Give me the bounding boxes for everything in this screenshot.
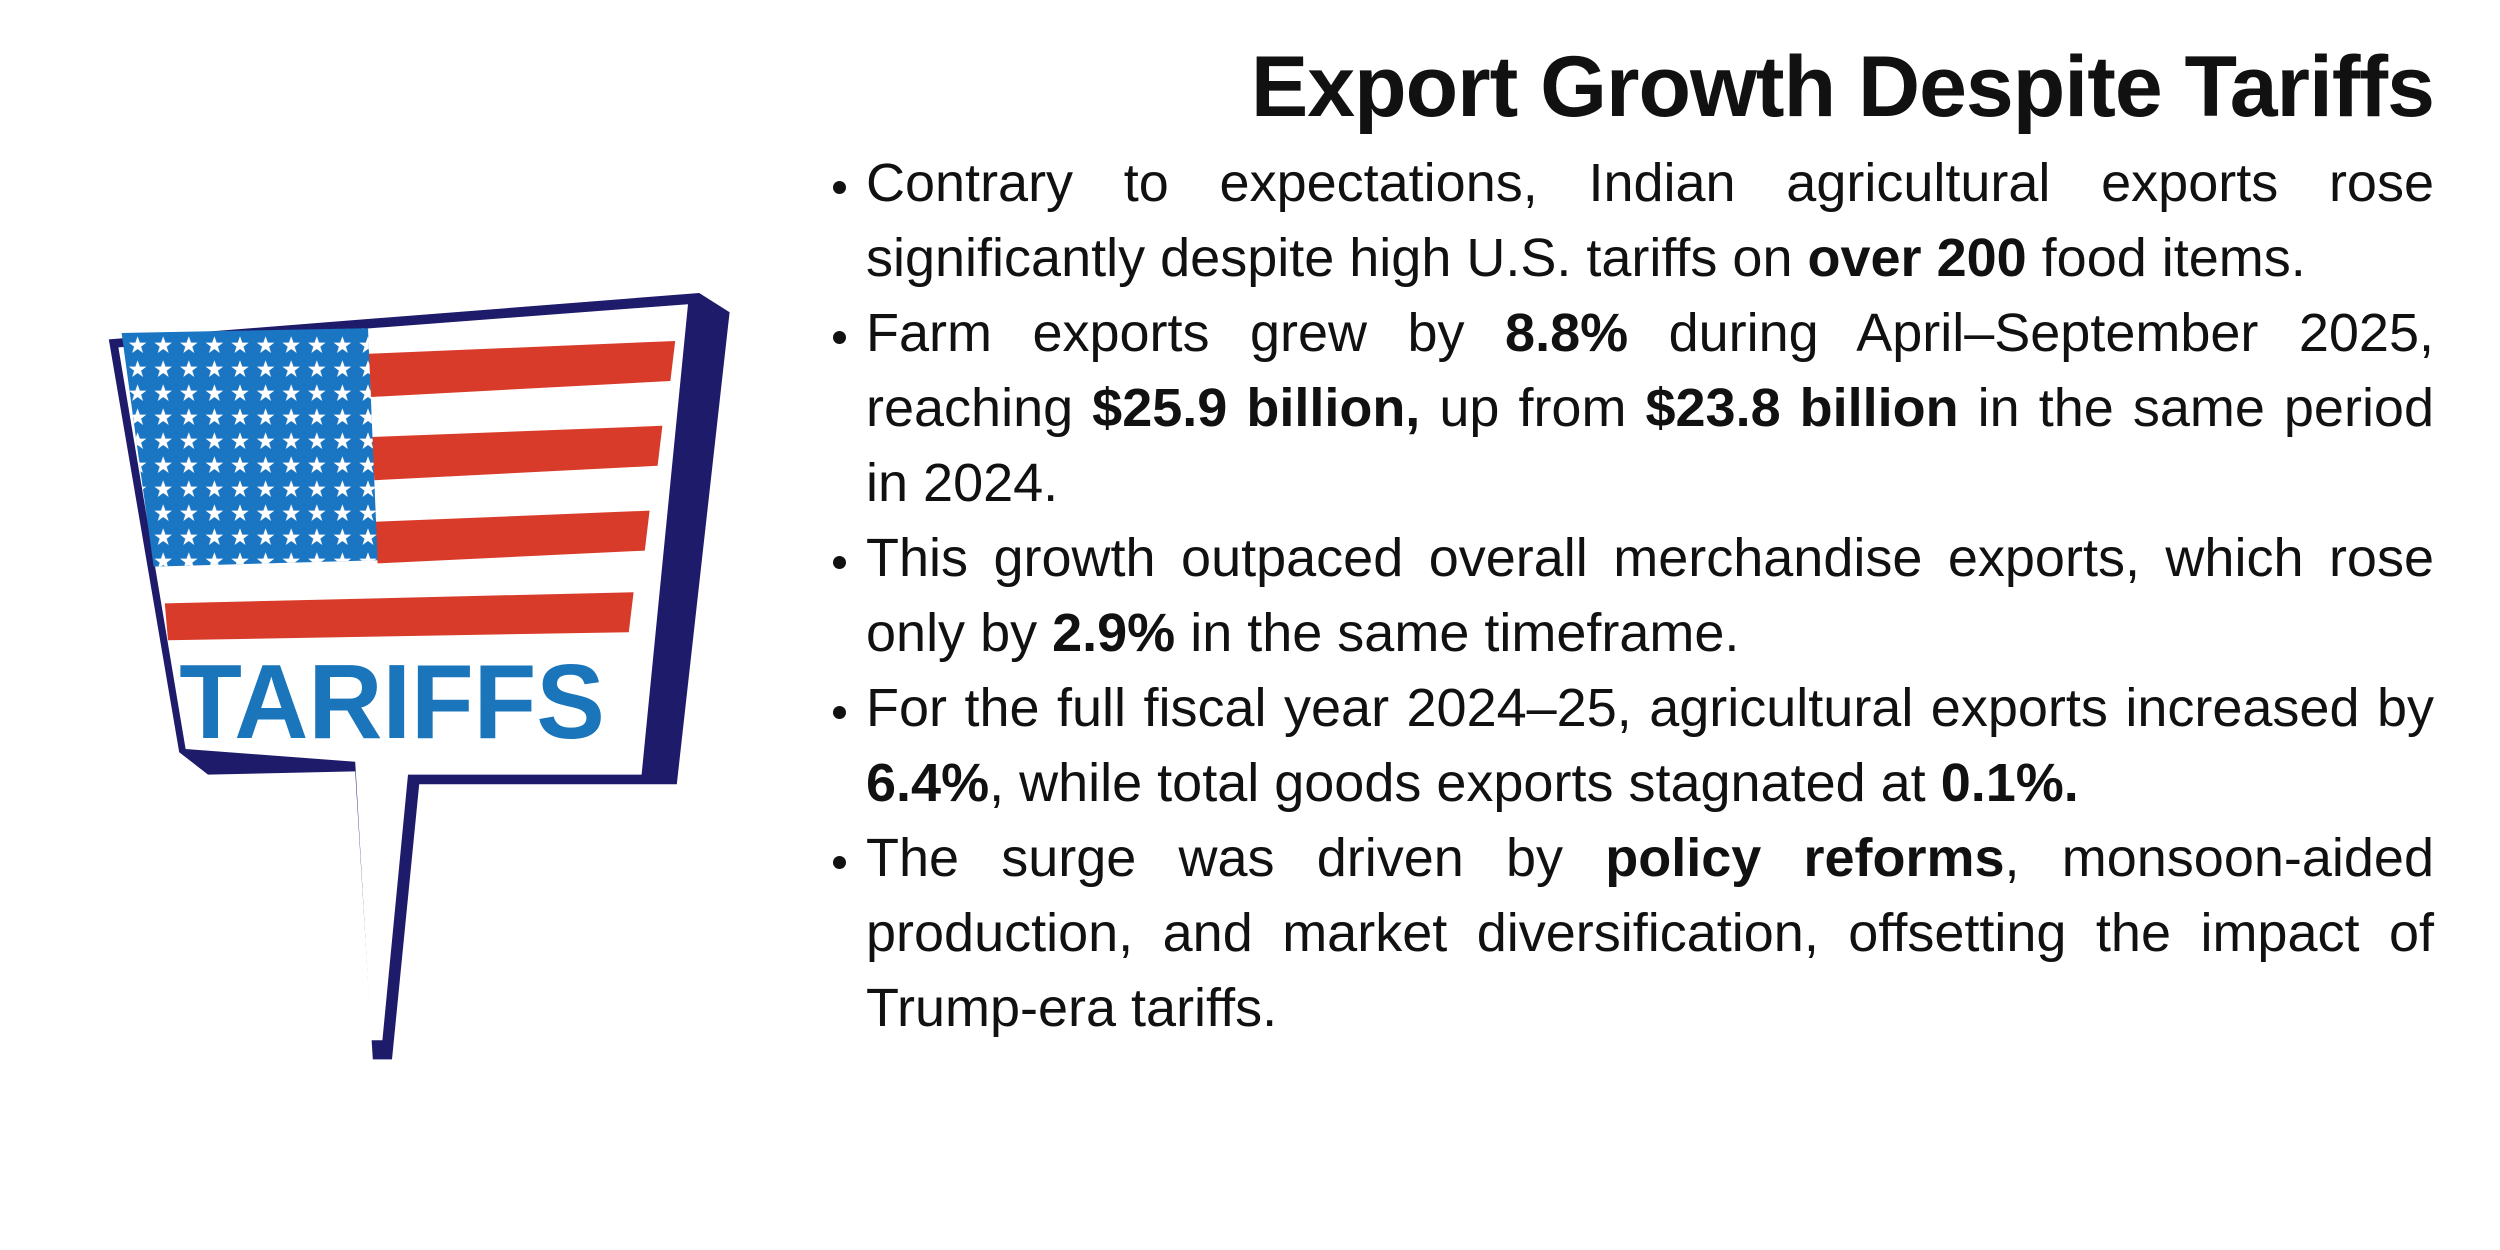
stripe xyxy=(368,341,676,397)
bold-text: over 200 xyxy=(1807,228,2027,288)
bold-text: 8.8% xyxy=(1505,303,1629,363)
text: For the full fiscal year 2024–25, agricu… xyxy=(866,678,2434,738)
text: Farm exports grew by xyxy=(866,303,1506,363)
bullet: The surge was driven by policy reforms, … xyxy=(866,821,2434,1046)
illustration-label: TARIFFS xyxy=(179,643,605,761)
bullet-list: Contrary to expectations, Indian agricul… xyxy=(866,146,2434,1046)
bold-text: $25.9 billion, xyxy=(1092,378,1421,438)
text: in the same period in 2024. xyxy=(866,378,2435,513)
bold-text: 0.1%. xyxy=(1940,753,2079,813)
bold-text: 2.9% xyxy=(1052,603,1176,663)
stripe xyxy=(164,592,634,641)
bullet: Contrary to expectations, Indian agricul… xyxy=(866,146,2434,296)
text: up from xyxy=(1420,378,1646,438)
text: Contrary to expectations, Indian agricul… xyxy=(866,153,2434,288)
bullet: This growth outpaced overall merchandise… xyxy=(866,521,2434,671)
text: , while total goods exports stagnated at xyxy=(989,753,1941,813)
text: during April–September 2025, reaching xyxy=(866,303,2434,438)
bold-text: 6.4% xyxy=(866,753,990,813)
title: Export Growth Despite Tariffs xyxy=(1250,39,2435,135)
stripe xyxy=(371,425,663,481)
bold-text: policy reforms xyxy=(1605,828,2005,888)
text: food items. xyxy=(2026,228,2306,288)
text: , monsoon-aided production, and market d… xyxy=(866,828,2434,1038)
tariffs-illustration: TARIFFS xyxy=(108,293,730,1060)
stripe xyxy=(374,510,650,564)
bullet: Farm exports grew by 8.8% during April–S… xyxy=(866,296,2434,521)
bullet: For the full fiscal year 2024–25, agricu… xyxy=(866,671,2434,821)
bold-text: $23.8 billion xyxy=(1645,378,1959,438)
text: This growth outpaced overall merchandise… xyxy=(866,528,2434,663)
flag-stars xyxy=(121,328,378,567)
text: in the same timeframe. xyxy=(1175,603,1740,663)
text: The surge was driven by xyxy=(866,828,1606,888)
